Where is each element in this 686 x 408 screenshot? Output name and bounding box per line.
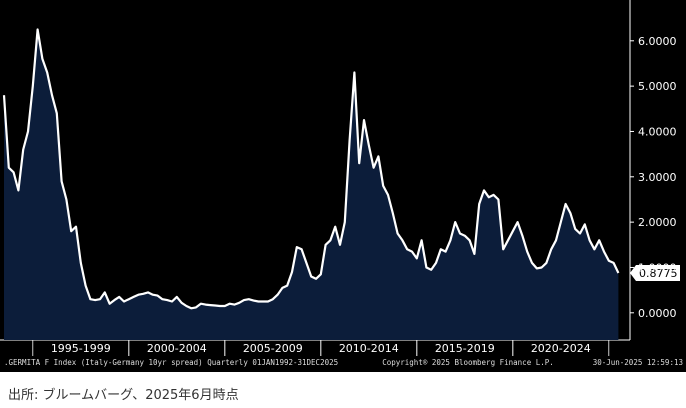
y-tick-label: 1.0000	[638, 261, 677, 274]
last-value-box	[630, 265, 680, 282]
y-tick-label: 0.0000	[638, 307, 677, 320]
area-fill	[4, 29, 619, 340]
footer-center: Copyright® 2025 Bloomberg Finance L.P.	[382, 358, 554, 367]
x-tick-label: 2000-2004	[147, 342, 207, 355]
footer-left: .GERMITA F Index (Italy-Germany 10yr spr…	[4, 358, 338, 367]
x-tick-label: 2020-2024	[531, 342, 591, 355]
y-tick-label: 6.0000	[638, 35, 677, 48]
line	[2, 28, 620, 310]
x-tick-label: 2010-2014	[339, 342, 399, 355]
x-tick-label: 1995-1999	[51, 342, 111, 355]
y-tick-label: 2.0000	[638, 216, 677, 229]
y-tick-label: 5.0000	[638, 80, 677, 93]
y-tick-label: 3.0000	[638, 171, 677, 184]
last-value-label: 0.8775	[639, 267, 678, 280]
footer-right: 30-Jun-2025 12:59:13	[593, 358, 683, 367]
source-note: 出所: ブルームバーグ、2025年6月時点	[8, 388, 239, 403]
y-tick-label: 4.0000	[638, 125, 677, 138]
x-tick-label: 2015-2019	[435, 342, 495, 355]
chart: .GERMITA F Index (Italy-Germany 10yr spr…	[0, 0, 686, 372]
x-tick-label: 2005-2009	[243, 342, 303, 355]
